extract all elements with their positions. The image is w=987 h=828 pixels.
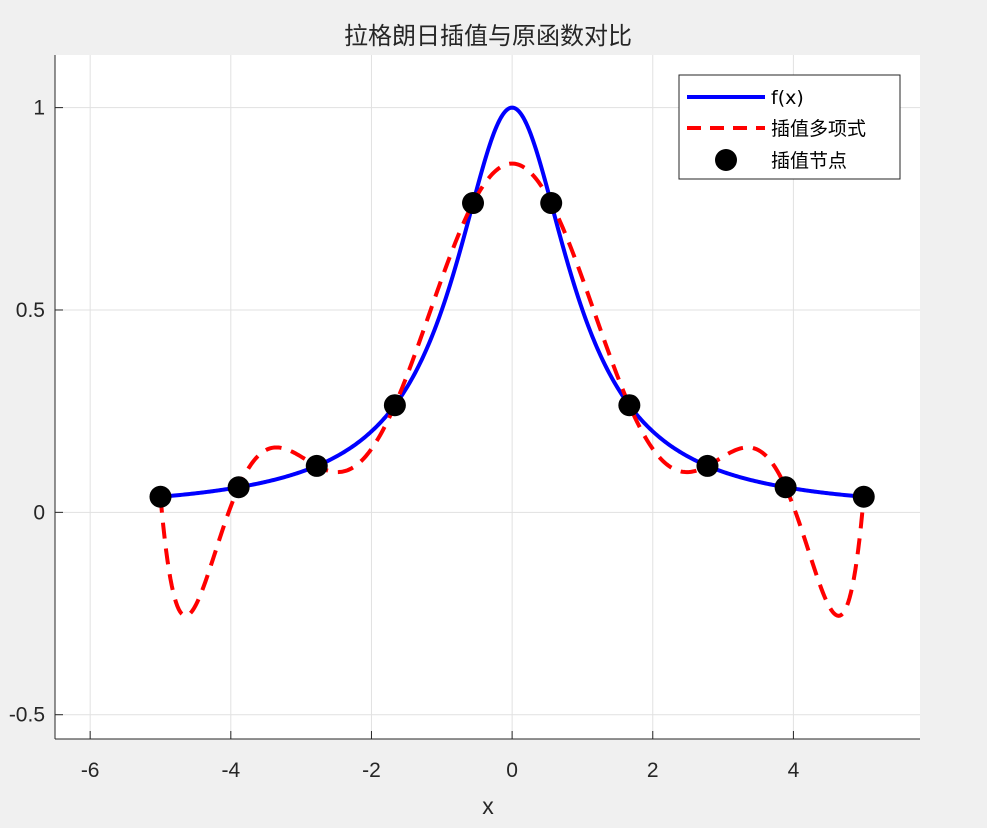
- axes: [54, 55, 920, 740]
- series-fx-line: [159, 105, 865, 499]
- legend-label-nodes: 插值节点: [771, 150, 847, 172]
- node-marker: [540, 192, 563, 215]
- legend-swatch-nodes: [715, 149, 737, 171]
- y-tick-label: 0.5: [16, 299, 45, 322]
- x-axis-title: x: [482, 793, 494, 819]
- curves: [158, 105, 866, 618]
- node-marker: [852, 485, 875, 508]
- node-marker: [383, 394, 406, 417]
- node-marker: [227, 476, 250, 499]
- node-marker: [696, 454, 719, 477]
- legend-label-poly: 插值多项式: [771, 118, 866, 140]
- y-tick-label: 1: [33, 97, 45, 120]
- x-tick-label: 4: [788, 759, 800, 782]
- node-markers: [149, 192, 875, 508]
- series-interpolation-line: [158, 161, 866, 618]
- legend-label-fx: f(x): [771, 87, 804, 109]
- tick-labels: -6 -4 -2 0 2 4 -0.5 0 0.5 1: [9, 97, 800, 782]
- x-tick-label: -2: [362, 759, 381, 782]
- node-marker: [462, 192, 485, 215]
- legend: f(x) 插值多项式 插值节点: [678, 74, 901, 180]
- x-tick-label: 2: [647, 759, 659, 782]
- node-marker: [305, 454, 328, 477]
- node-marker: [618, 394, 641, 417]
- node-marker: [149, 485, 172, 508]
- x-tick-label: -6: [81, 759, 100, 782]
- chart-title: 拉格朗日插值与原函数对比: [344, 22, 632, 50]
- node-marker: [774, 476, 797, 499]
- y-tick-label: -0.5: [9, 704, 45, 727]
- y-tick-label: 0: [33, 501, 45, 524]
- x-tick-label: -4: [221, 759, 240, 782]
- x-tick-label: 0: [506, 759, 518, 782]
